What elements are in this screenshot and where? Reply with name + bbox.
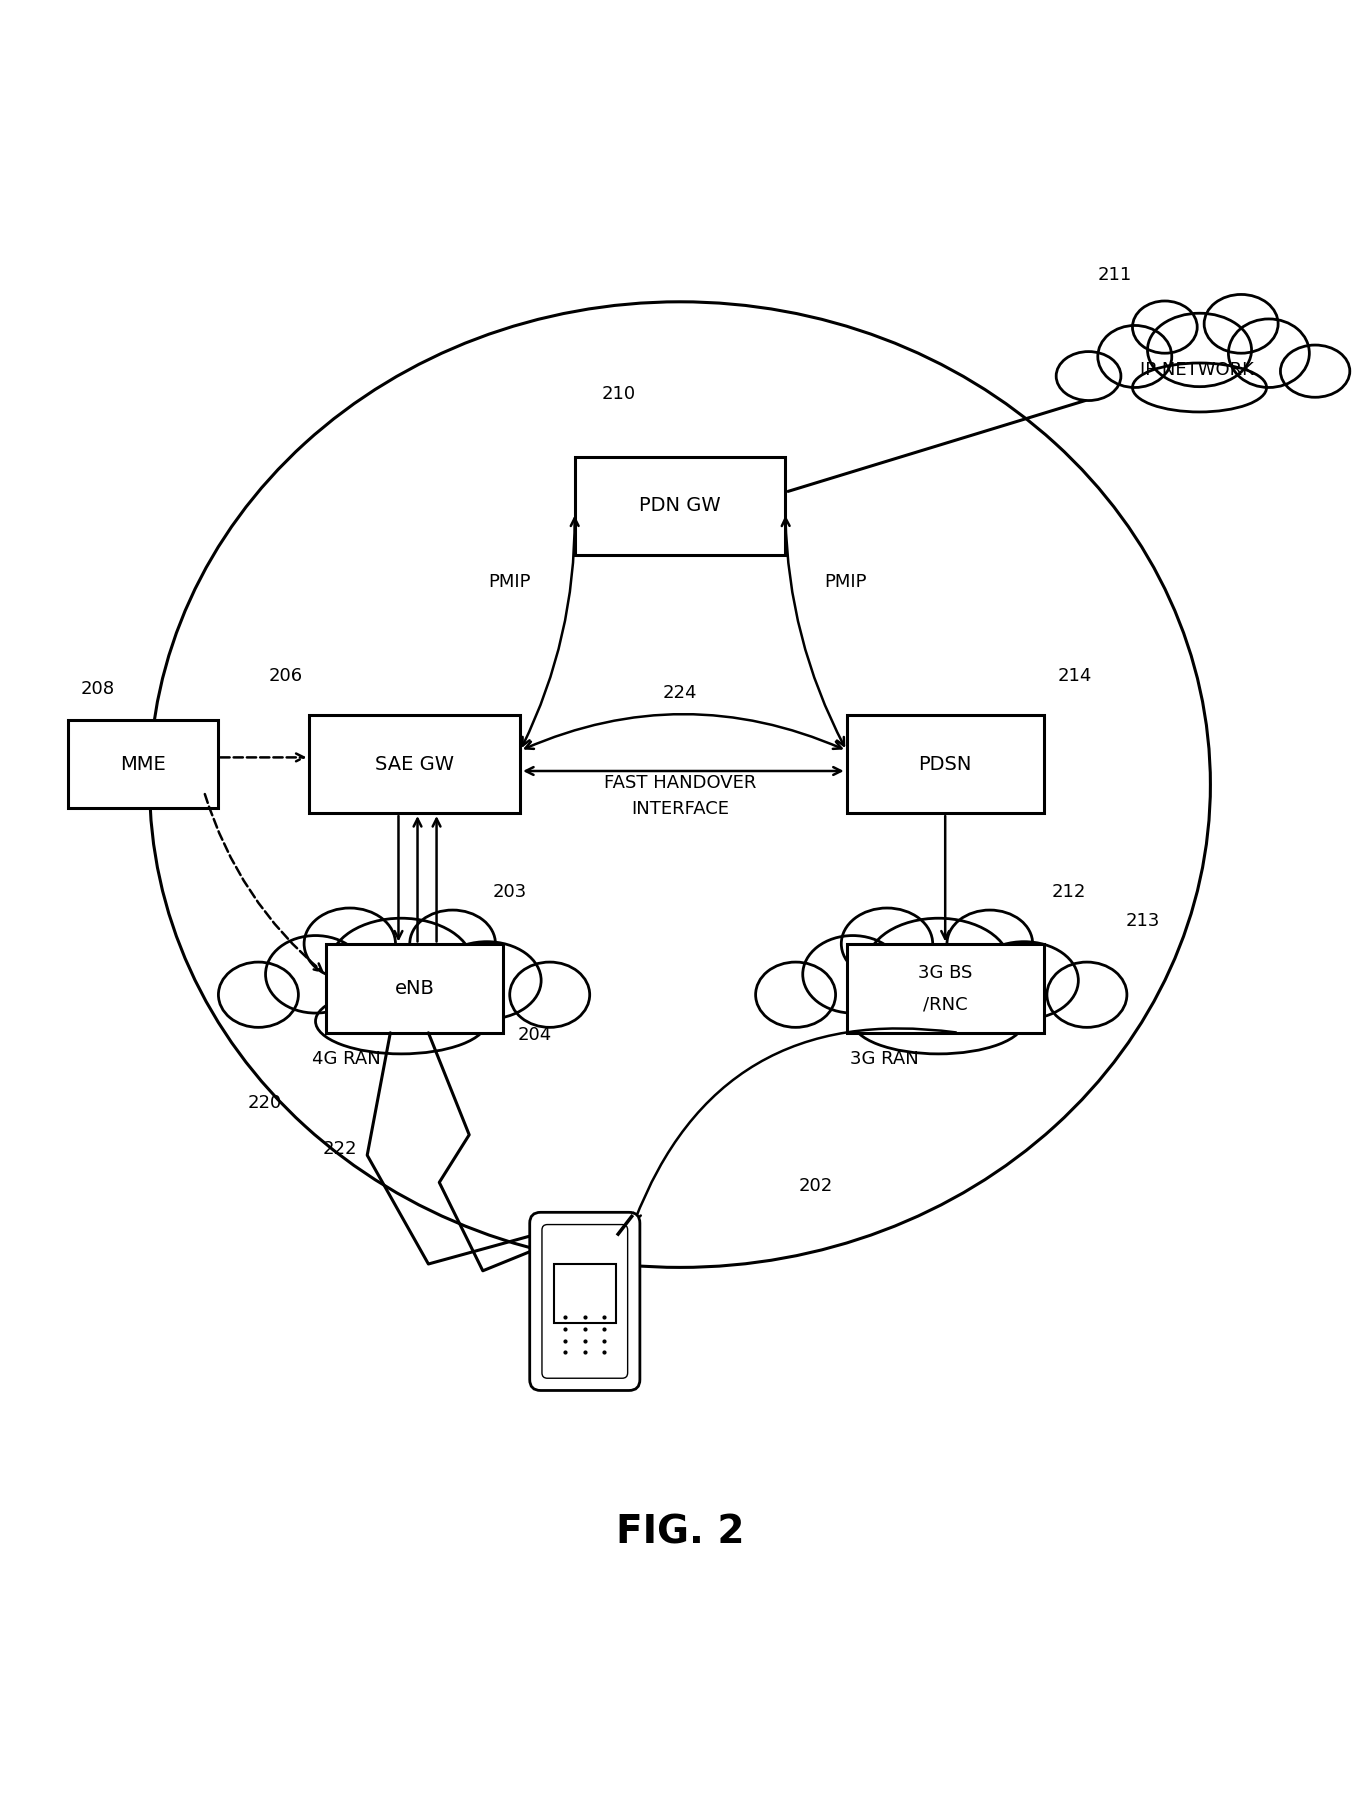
FancyBboxPatch shape	[574, 457, 786, 555]
Ellipse shape	[842, 909, 933, 980]
Text: MME: MME	[120, 755, 166, 775]
Text: 222: 222	[322, 1139, 358, 1157]
Text: 4G RAN: 4G RAN	[313, 1050, 381, 1068]
Ellipse shape	[265, 936, 366, 1012]
Ellipse shape	[802, 936, 903, 1012]
Text: eNB: eNB	[394, 980, 435, 998]
Ellipse shape	[219, 961, 298, 1027]
Text: 203: 203	[492, 883, 528, 902]
Ellipse shape	[1204, 294, 1278, 354]
FancyBboxPatch shape	[846, 715, 1044, 813]
Ellipse shape	[305, 909, 396, 980]
Ellipse shape	[1228, 319, 1310, 388]
Ellipse shape	[947, 911, 1032, 978]
Ellipse shape	[756, 961, 835, 1027]
Text: 220: 220	[248, 1094, 283, 1112]
Ellipse shape	[1098, 325, 1172, 388]
Text: /RNC: /RNC	[923, 996, 967, 1014]
Ellipse shape	[1148, 314, 1251, 386]
Text: 206: 206	[268, 668, 303, 686]
Text: 211: 211	[1098, 265, 1133, 283]
Text: PDSN: PDSN	[918, 755, 972, 775]
Text: 210: 210	[601, 385, 636, 403]
FancyBboxPatch shape	[554, 1264, 616, 1322]
Text: 204: 204	[517, 1027, 552, 1043]
Ellipse shape	[316, 989, 487, 1054]
Text: 208: 208	[80, 680, 116, 698]
Ellipse shape	[970, 941, 1078, 1019]
Ellipse shape	[1057, 352, 1121, 401]
FancyBboxPatch shape	[326, 945, 503, 1032]
Text: 202: 202	[798, 1177, 834, 1195]
Text: SAE GW: SAE GW	[375, 755, 454, 775]
Ellipse shape	[432, 941, 541, 1019]
Ellipse shape	[409, 911, 495, 978]
Ellipse shape	[510, 961, 590, 1027]
Ellipse shape	[1133, 301, 1197, 354]
FancyBboxPatch shape	[68, 720, 218, 809]
Ellipse shape	[1047, 961, 1127, 1027]
Text: 214: 214	[1057, 668, 1092, 686]
Ellipse shape	[853, 989, 1024, 1054]
Text: FIG. 2: FIG. 2	[616, 1513, 744, 1551]
Text: INTERFACE: INTERFACE	[631, 800, 729, 818]
Ellipse shape	[1280, 345, 1350, 397]
FancyBboxPatch shape	[846, 945, 1044, 1032]
Text: 224: 224	[662, 684, 698, 702]
Ellipse shape	[329, 918, 473, 1010]
Text: IP NETWORK: IP NETWORK	[1140, 361, 1254, 379]
Ellipse shape	[868, 918, 1009, 1010]
FancyBboxPatch shape	[529, 1212, 639, 1391]
Text: PDN GW: PDN GW	[639, 497, 721, 515]
Text: PMIP: PMIP	[824, 573, 868, 591]
FancyBboxPatch shape	[309, 715, 520, 813]
Text: PMIP: PMIP	[488, 573, 532, 591]
Ellipse shape	[1133, 363, 1266, 412]
Text: 212: 212	[1051, 883, 1087, 902]
Text: 3G BS: 3G BS	[918, 963, 972, 981]
Text: FAST HANDOVER: FAST HANDOVER	[604, 775, 756, 793]
Text: 3G RAN: 3G RAN	[850, 1050, 918, 1068]
Text: 213: 213	[1125, 912, 1160, 929]
